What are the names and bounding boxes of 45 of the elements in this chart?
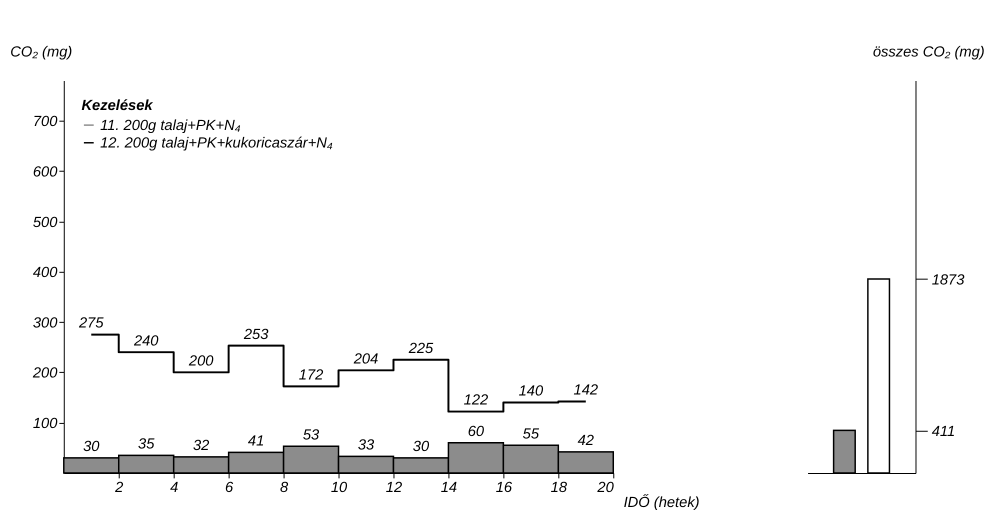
x-tick-label: 16	[496, 480, 513, 496]
data-label: 35	[138, 436, 156, 452]
data-label: 240	[132, 333, 160, 350]
x-tick-label: 14	[440, 480, 458, 496]
data-label: 33	[358, 437, 375, 454]
x-tick-label: 2	[114, 480, 124, 496]
x-tick-label: 4	[170, 480, 178, 496]
y-tick-label: 500	[32, 214, 58, 231]
y-tick-label: 1873	[932, 272, 966, 288]
x-axis-title: IDŐ (hetek)	[624, 494, 700, 511]
data-label: 53	[302, 427, 320, 444]
data-label: 30	[83, 439, 100, 456]
y-axis-title: CO₂ (mg)	[10, 44, 72, 60]
x-tick-label: 12	[386, 480, 402, 496]
y-tick-label: 400	[32, 265, 58, 282]
data-label: 32	[192, 438, 210, 454]
y-tick-label: 411	[932, 424, 956, 440]
data-label: 200	[188, 353, 214, 370]
data-label: 140	[518, 384, 544, 400]
y-tick-label: 700	[32, 114, 58, 130]
data-label: 225	[408, 340, 434, 357]
y-tick-label: 100	[32, 416, 58, 432]
y-tick-label: 300	[32, 315, 58, 332]
data-label: 122	[464, 392, 488, 409]
data-label: 55	[522, 426, 540, 442]
y-tick-label: 200	[32, 366, 58, 382]
x-tick-label: 10	[330, 480, 348, 496]
data-label: 30	[412, 439, 430, 456]
data-label: 172	[298, 368, 324, 384]
data-label: 253	[242, 326, 270, 343]
x-tick-label: 18	[550, 480, 568, 496]
data-label: 204	[352, 351, 378, 368]
data-label: 275	[78, 316, 104, 332]
y-axis-title: összes CO₂ (mg)	[872, 44, 985, 60]
x-tick-label: 20	[596, 480, 615, 496]
legend-title: Kezelések	[81, 98, 154, 114]
x-tick-label: 8	[280, 480, 289, 496]
data-label: 42	[578, 432, 594, 449]
y-tick-label: 600	[32, 164, 58, 180]
data-label: 142	[574, 382, 598, 399]
legend-label: 12. 200g talaj+PK+kukoricaszár+N₄	[100, 136, 333, 152]
x-tick-label: 6	[225, 480, 234, 496]
legend-label: 11. 200g talaj+PK+N₄	[100, 118, 241, 134]
data-label: 60	[468, 424, 485, 440]
data-label: 41	[248, 433, 264, 450]
